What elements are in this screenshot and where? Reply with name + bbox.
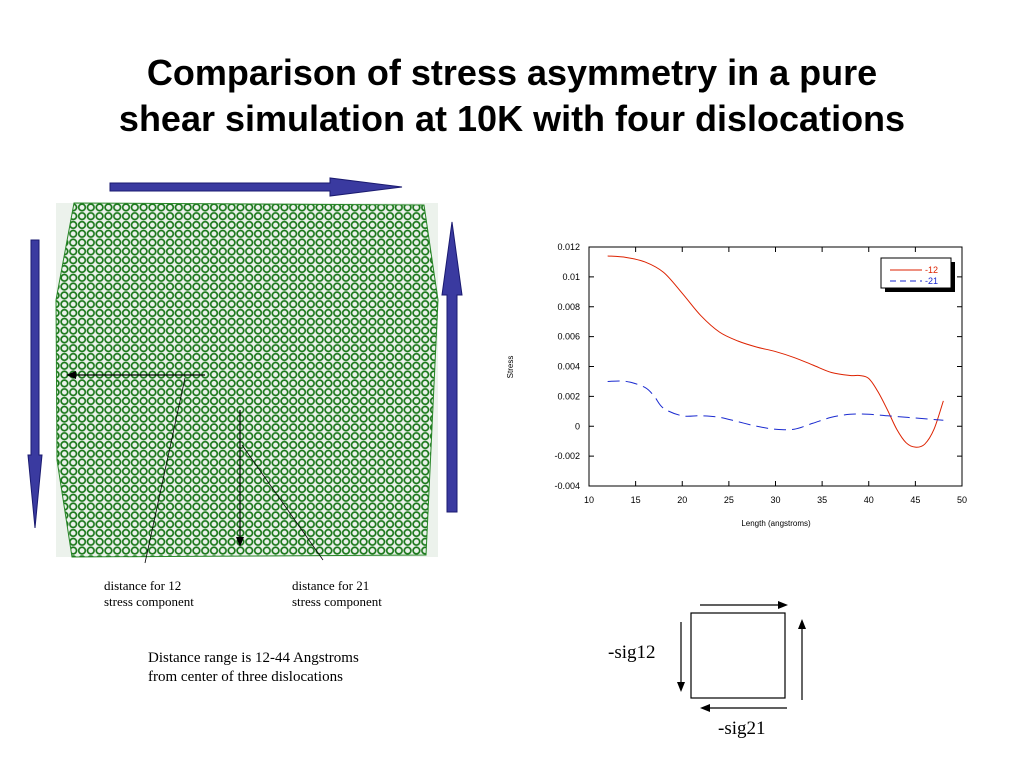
- y-tick-label: 0.008: [557, 302, 580, 312]
- y-tick-label: 0.006: [557, 332, 580, 342]
- x-tick-label: 30: [770, 495, 780, 505]
- distance-21-arrowhead-icon: [236, 537, 244, 547]
- axis-ticks: 10 15 20 25 30 35 40 45 50 -0.004 -0.002 0 0.002 0.00…: [554, 242, 967, 505]
- x-tick-label: 45: [910, 495, 920, 505]
- series-line-21: [607, 380, 944, 431]
- caption-distance-12: distance for 12 stress component: [104, 578, 194, 610]
- caption-distance-12-line-2: stress component: [104, 594, 194, 609]
- legend-label-12: -12: [925, 265, 938, 275]
- shear-element-box: [690, 612, 786, 699]
- x-tick-label: 35: [817, 495, 827, 505]
- top-shear-arrow-icon: [109, 177, 403, 197]
- legend-box: [880, 257, 952, 289]
- y-tick-label: 0.01: [562, 272, 580, 282]
- leader-line-21: [241, 444, 324, 561]
- y-tick-label: -0.004: [554, 481, 580, 491]
- legend: -12 -21: [880, 257, 955, 292]
- right-shear-arrow-icon: [441, 221, 463, 513]
- series-line-12: [607, 255, 944, 448]
- caption-distance-21: distance for 21 stress component: [292, 578, 382, 610]
- left-shear-arrow-icon: [27, 239, 43, 529]
- slide-title: Comparison of stress asymmetry in a pure…: [0, 50, 1024, 142]
- sig-right-arrowhead-icon: [798, 619, 806, 629]
- sig12-label: -sig12: [608, 642, 656, 663]
- y-tick-label: 0: [575, 421, 580, 431]
- sig-bottom-arrowhead-icon: [700, 704, 710, 712]
- y-axis-label: Stress: [506, 356, 515, 379]
- y-tick-label: 0.012: [557, 242, 580, 252]
- caption-distance-21-line-2: stress component: [292, 594, 382, 609]
- distance-range-note: Distance range is 12-44 Angstroms from c…: [148, 649, 359, 687]
- distance-range-line-1: Distance range is 12-44 Angstroms: [148, 650, 359, 666]
- x-tick-label: 15: [631, 495, 641, 505]
- title-line-2: shear simulation at 10K with four disloc…: [118, 98, 906, 139]
- caption-distance-12-line-1: distance for 12: [104, 578, 182, 593]
- atom-lattice-shade: [56, 203, 438, 557]
- distance-range-line-2: from center of three dislocations: [148, 669, 343, 685]
- x-tick-label: 10: [584, 495, 594, 505]
- x-tick-label: 40: [864, 495, 874, 505]
- sig21-label: -sig21: [718, 718, 766, 739]
- series-lines: [607, 255, 944, 448]
- atom-lattice: [55, 202, 439, 558]
- caption-distance-21-line-1: distance for 21: [292, 578, 370, 593]
- leader-line-12: [144, 377, 186, 564]
- x-tick-label: 50: [957, 495, 967, 505]
- legend-label-21: -21: [925, 276, 938, 286]
- sig-left-arrowhead-icon: [677, 682, 685, 692]
- sig-top-arrowhead-icon: [778, 601, 788, 609]
- x-tick-label: 20: [677, 495, 687, 505]
- x-axis-label: Length (angstroms): [741, 519, 811, 528]
- x-tick-label: 25: [724, 495, 734, 505]
- y-tick-label: -0.002: [554, 451, 580, 461]
- y-tick-label: 0.004: [557, 362, 580, 372]
- distance-12-arrowhead-icon: [66, 371, 76, 379]
- y-tick-label: 0.002: [557, 391, 580, 401]
- title-line-1: Comparison of stress asymmetry in a pure: [146, 52, 878, 93]
